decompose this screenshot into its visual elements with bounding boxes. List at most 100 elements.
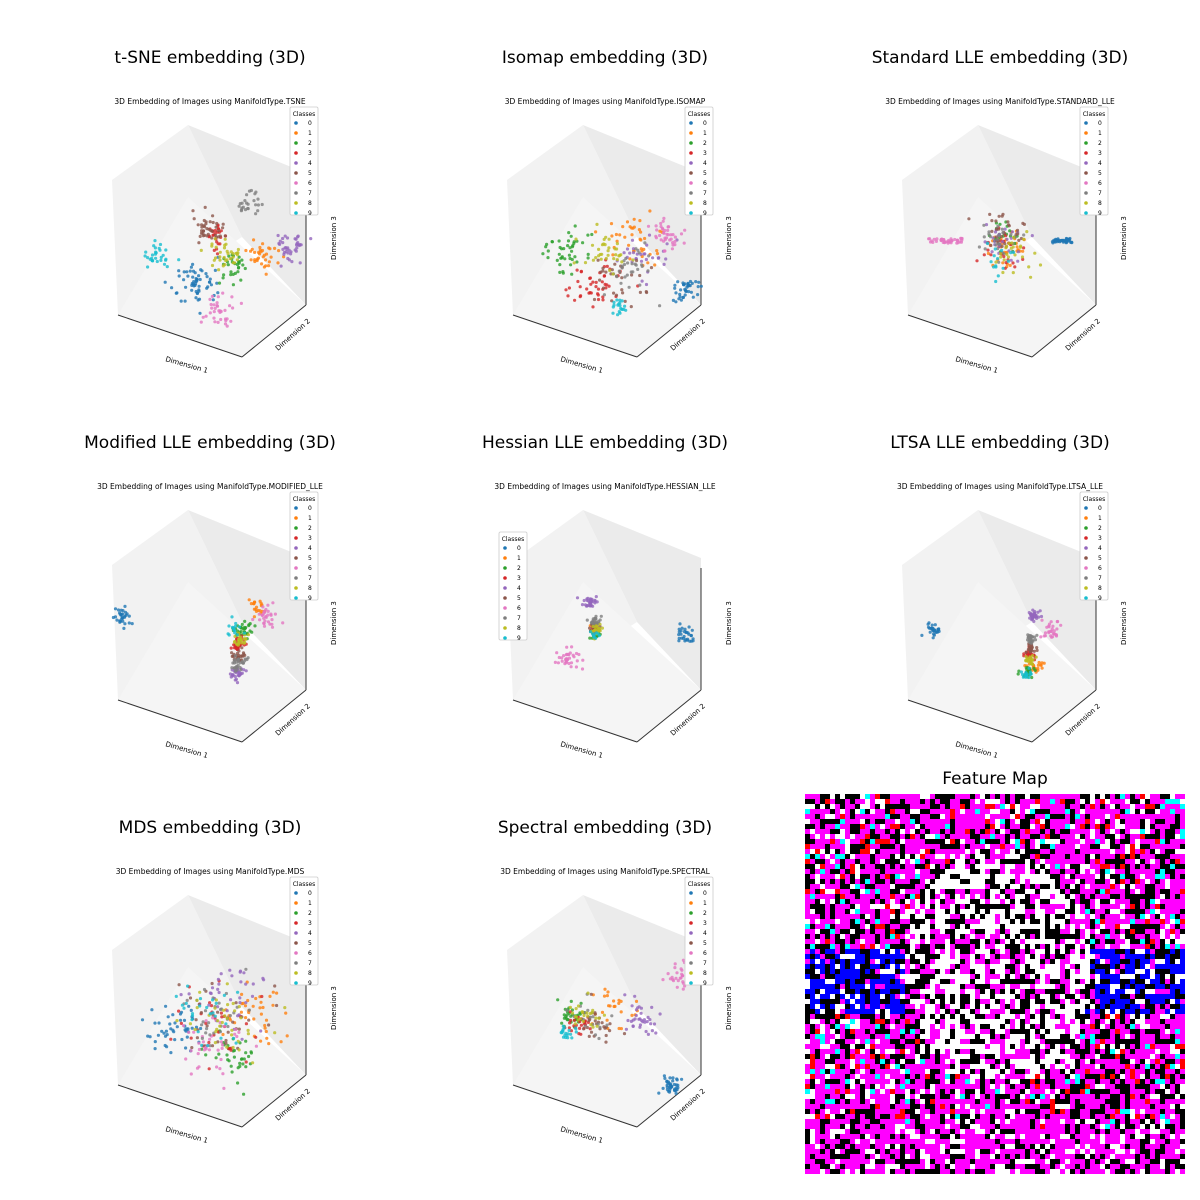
feature-pixel (1025, 794, 1030, 799)
feature-pixel (960, 794, 965, 799)
feature-pixel (1035, 914, 1040, 919)
point-class-6 (1043, 631, 1048, 635)
point-class-7 (243, 659, 247, 663)
point-class-3 (229, 646, 233, 650)
feature-pixel (970, 854, 975, 859)
z-axis-label: Dimension 3 (1120, 601, 1128, 645)
feature-pixel (1150, 869, 1155, 874)
feature-pixel (1105, 869, 1110, 874)
point-class-6 (571, 653, 575, 657)
point-class-8 (218, 250, 222, 254)
feature-pixel (1080, 944, 1085, 949)
point-class-2 (590, 232, 594, 237)
feature-pixel (1045, 829, 1050, 834)
feature-pixel (1065, 919, 1070, 924)
feature-pixel (1035, 944, 1040, 949)
feature-pixel (985, 859, 990, 864)
feature-pixel (1095, 889, 1100, 894)
feature-pixel (985, 939, 990, 944)
feature-pixel (900, 934, 905, 939)
feature-pixel (1100, 859, 1105, 864)
point-class-4 (237, 670, 241, 674)
point-class-6 (560, 656, 564, 660)
feature-pixel (1170, 894, 1175, 899)
feature-pixel (885, 929, 890, 934)
feature-pixel (1120, 874, 1125, 879)
point-class-9 (1027, 666, 1031, 670)
point-class-9 (993, 247, 997, 251)
feature-pixel (1165, 849, 1170, 854)
feature-pixel (1000, 859, 1005, 864)
feature-pixel (910, 904, 915, 909)
feature-pixel (825, 819, 830, 824)
feature-pixel (1160, 854, 1165, 859)
legend-marker-0 (503, 546, 507, 550)
feature-pixel (985, 794, 990, 799)
feature-pixel (870, 799, 875, 804)
feature-pixel (1115, 919, 1120, 924)
feature-pixel (930, 924, 935, 929)
feature-pixel (930, 909, 935, 914)
feature-pixel (955, 809, 960, 814)
feature-pixel (985, 824, 990, 829)
point-class-7 (617, 269, 621, 273)
point-class-5 (601, 269, 605, 273)
feature-pixel (825, 879, 830, 884)
feature-pixel (905, 799, 910, 804)
feature-pixel (840, 864, 845, 869)
feature-pixel (1125, 889, 1130, 894)
point-class-0 (198, 277, 202, 282)
feature-pixel (1015, 834, 1020, 839)
floor-pane (118, 582, 306, 742)
point-class-0 (187, 1004, 191, 1008)
feature-pixel (1130, 899, 1135, 904)
feature-pixel (825, 914, 830, 919)
feature-pixel (1090, 849, 1095, 854)
feature-pixel (1090, 934, 1095, 939)
feature-pixel (1030, 944, 1035, 949)
feature-pixel (1030, 864, 1035, 869)
feature-pixel (915, 829, 920, 834)
feature-pixel (890, 859, 895, 864)
point-class-6 (222, 1086, 226, 1090)
feature-pixel (1000, 939, 1005, 944)
feature-pixel (1020, 829, 1025, 834)
feature-pixel (840, 859, 845, 864)
feature-pixel (1075, 794, 1080, 799)
feature-pixel (825, 909, 830, 914)
feature-pixel (980, 939, 985, 944)
point-class-8 (588, 1011, 592, 1016)
feature-pixel (1080, 814, 1085, 819)
point-class-5 (1027, 643, 1031, 647)
feature-pixel (970, 869, 975, 874)
feature-pixel (1095, 854, 1100, 859)
feature-pixel (965, 934, 970, 939)
feature-pixel (850, 914, 855, 919)
feature-pixel (975, 794, 980, 799)
legend-label-8: 8 (308, 585, 312, 592)
feature-pixel (1025, 809, 1030, 814)
feature-pixel (1035, 859, 1040, 864)
point-class-9 (989, 260, 993, 264)
legend-marker-0 (294, 121, 298, 125)
legend-marker-2 (294, 141, 298, 145)
feature-pixel (835, 849, 840, 854)
point-class-0 (185, 270, 189, 274)
legend-marker-1 (294, 516, 298, 520)
point-class-8 (239, 1016, 243, 1020)
back-pane (978, 510, 1096, 690)
feature-pixel (1055, 859, 1060, 864)
feature-pixel (1135, 914, 1140, 919)
feature-pixel (850, 894, 855, 899)
point-class-7 (624, 256, 628, 261)
feature-pixel (930, 899, 935, 904)
point-class-2 (588, 636, 592, 640)
feature-pixel (1140, 829, 1145, 834)
feature-pixel (845, 899, 850, 904)
point-class-1 (632, 217, 636, 221)
point-class-3 (596, 297, 601, 302)
feature-pixel (850, 809, 855, 814)
point-class-6 (663, 249, 667, 253)
point-class-1 (249, 258, 253, 262)
point-class-4 (638, 1023, 642, 1027)
